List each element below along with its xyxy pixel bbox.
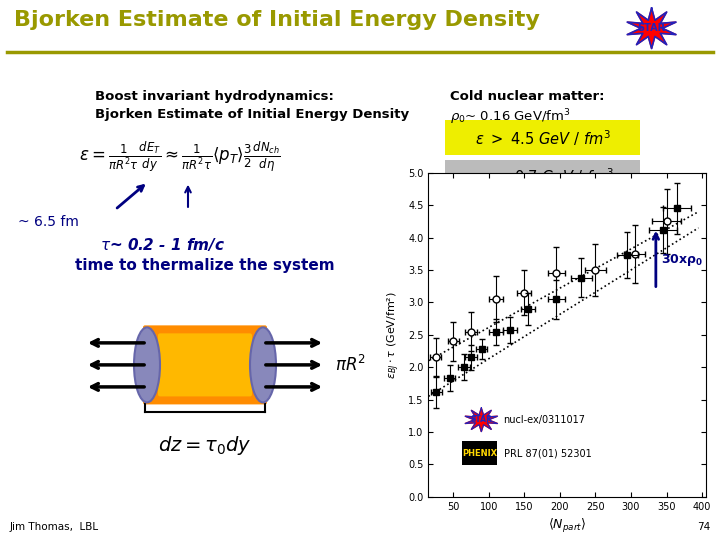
Text: $\rho_0$~ 0.16 GeV/fm$^3$: $\rho_0$~ 0.16 GeV/fm$^3$ [450, 108, 570, 127]
FancyBboxPatch shape [445, 160, 640, 195]
Ellipse shape [250, 327, 276, 402]
Text: ~ 6.5 fm: ~ 6.5 fm [18, 215, 79, 229]
Text: STAR: STAR [637, 23, 666, 33]
Text: nucl-ex/0311017: nucl-ex/0311017 [503, 415, 585, 425]
Text: $\varepsilon\ >\ 4.5\ GeV\ /\ fm^3$: $\varepsilon\ >\ 4.5\ GeV\ /\ fm^3$ [475, 128, 611, 147]
Text: Bjorken Estimate of Initial Energy Density: Bjorken Estimate of Initial Energy Densi… [14, 10, 540, 30]
Text: $\tau$~ 0.2 - 1 fm/c: $\tau$~ 0.2 - 1 fm/c [100, 237, 225, 253]
FancyBboxPatch shape [158, 333, 252, 396]
Text: Boost invariant hydrodynamics:: Boost invariant hydrodynamics: [95, 90, 334, 103]
Text: $dz = \tau_0 dy$: $dz = \tau_0 dy$ [158, 435, 252, 457]
FancyBboxPatch shape [445, 120, 640, 155]
FancyBboxPatch shape [143, 326, 267, 404]
Text: PRL 87(01) 52301: PRL 87(01) 52301 [504, 448, 592, 458]
FancyBboxPatch shape [462, 441, 498, 465]
Text: $\varepsilon = \frac{1}{\pi R^2\tau}\frac{dE_T}{dy} \approx \frac{1}{\pi R^2\tau: $\varepsilon = \frac{1}{\pi R^2\tau}\fra… [79, 140, 281, 174]
Text: STAR: STAR [470, 415, 492, 424]
Polygon shape [465, 408, 498, 432]
Text: PHENIX: PHENIX [462, 449, 498, 457]
Text: $\pi R^2$: $\pi R^2$ [335, 355, 366, 375]
Text: Cold nuclear matter:: Cold nuclear matter: [450, 90, 605, 103]
Text: $\mathbf{30x\rho_0}$: $\mathbf{30x\rho_0}$ [661, 252, 703, 268]
Text: 74: 74 [697, 522, 710, 532]
X-axis label: $\langle N_{part}\rangle$: $\langle N_{part}\rangle$ [548, 517, 586, 535]
Text: Bjorken Estimate of Initial Energy Density: Bjorken Estimate of Initial Energy Densi… [95, 108, 409, 121]
Text: $\varepsilon_C\ \approx\ 0.7\ GeV\ /\ fm^3$: $\varepsilon_C\ \approx\ 0.7\ GeV\ /\ fm… [472, 167, 614, 188]
Text: Jim Thomas,  LBL: Jim Thomas, LBL [10, 522, 99, 532]
Polygon shape [627, 8, 676, 49]
Y-axis label: $\varepsilon_{BJ}\cdot\tau$ (GeV/fm²): $\varepsilon_{BJ}\cdot\tau$ (GeV/fm²) [386, 291, 402, 379]
Text: time to thermalize the system: time to thermalize the system [75, 258, 335, 273]
Ellipse shape [134, 327, 160, 402]
